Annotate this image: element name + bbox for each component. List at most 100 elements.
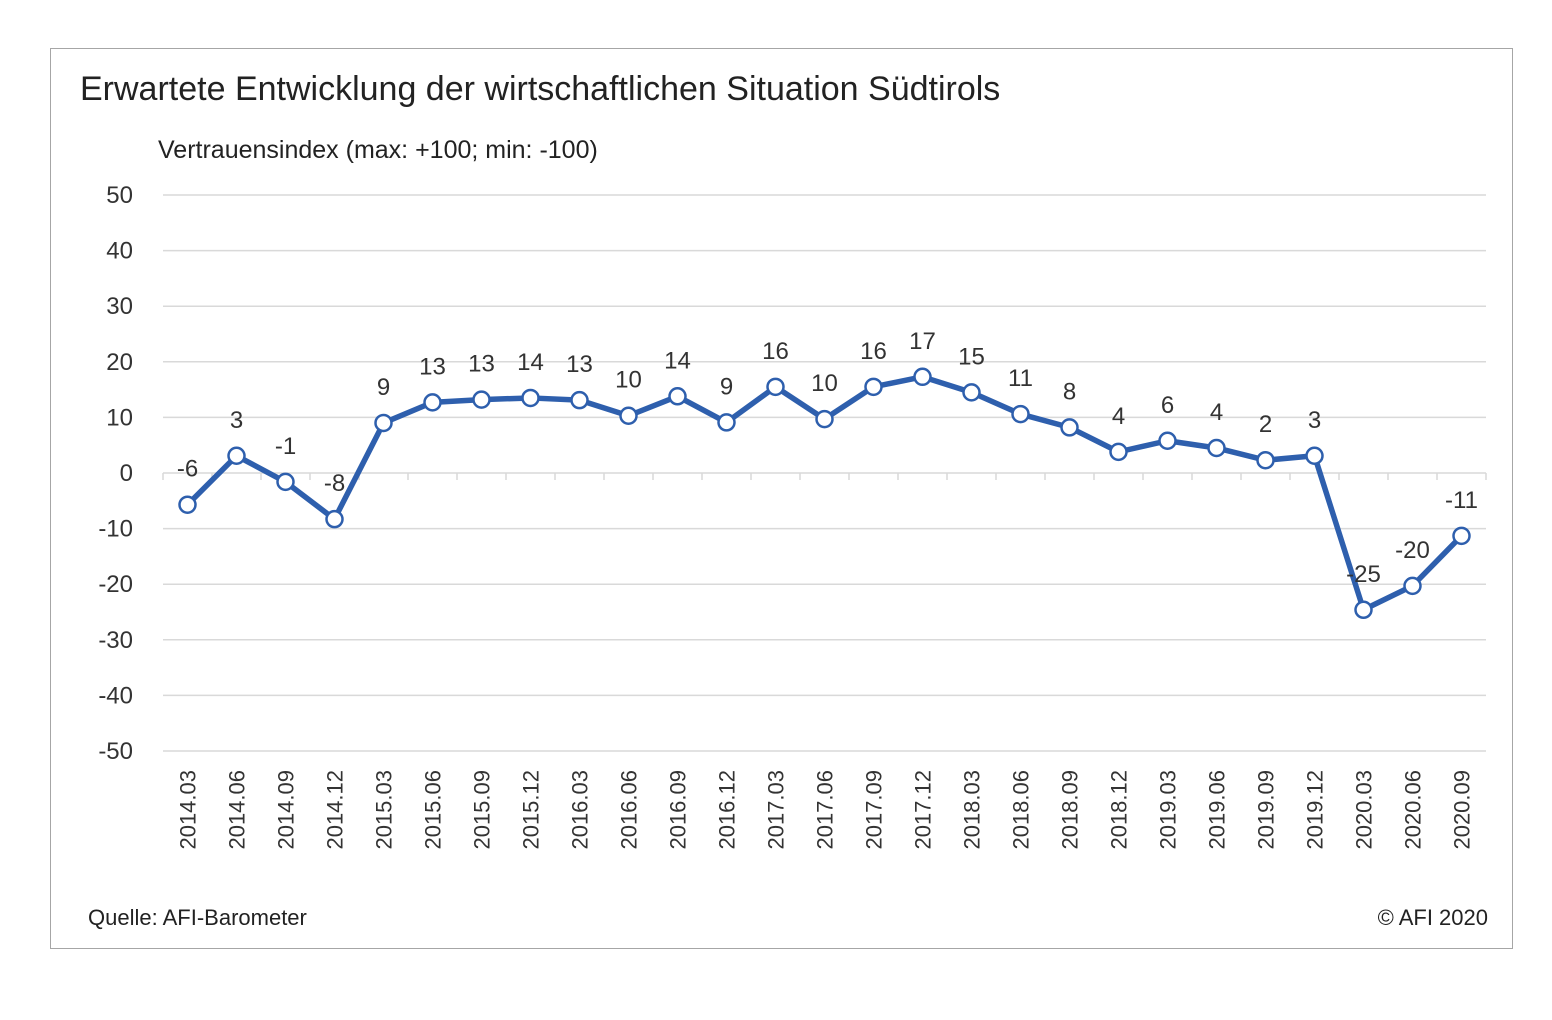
- data-label: 14: [517, 349, 544, 376]
- x-tick-label: 2020.03: [1352, 770, 1377, 850]
- data-point: [815, 409, 834, 429]
- data-point: [717, 413, 736, 432]
- data-point: [668, 387, 687, 406]
- y-tick-label: -30: [98, 627, 133, 654]
- data-label: 13: [419, 353, 446, 380]
- chart-title: Erwartete Entwicklung der wirtschaftlich…: [80, 70, 1001, 108]
- y-tick-label: -40: [98, 682, 133, 709]
- data-point: [325, 509, 344, 529]
- data-label: -25: [1346, 561, 1381, 588]
- data-point: [570, 390, 589, 410]
- y-tick-label: -10: [98, 516, 133, 543]
- x-tick-label: 2016.09: [666, 770, 691, 850]
- chart-subtitle: Vertrauensindex (max: +100; min: -100): [158, 136, 598, 164]
- data-label: -11: [1445, 487, 1478, 514]
- gridlines: [163, 194, 1486, 752]
- x-tick-label: 2015.03: [372, 770, 397, 850]
- data-point: [962, 383, 981, 402]
- x-tick-label: 2014.09: [274, 770, 299, 850]
- data-point: [1207, 438, 1226, 458]
- data-point: [374, 413, 393, 433]
- data-label: 10: [811, 370, 838, 397]
- x-axis-ticks: 2014.03 2014.06 2014.09 2014.12 2015.03 2015.…: [176, 770, 1475, 850]
- data-label: 9: [377, 374, 390, 401]
- x-tick-label: 2014.03: [176, 770, 201, 850]
- data-label: 6: [1161, 392, 1174, 419]
- x-tick-label: 2017.06: [813, 770, 838, 850]
- x-tick-label: 2020.09: [1450, 770, 1475, 850]
- x-tick-label: 2018.06: [1009, 770, 1034, 850]
- x-tick-label: 2015.09: [470, 770, 495, 850]
- data-point: [276, 472, 295, 492]
- data-label: 14: [664, 347, 691, 374]
- source-note: Quelle: AFI-Barometer: [88, 905, 307, 930]
- x-tick-label: 2014.12: [323, 770, 348, 850]
- data-point: [423, 393, 442, 412]
- x-tick-label: 2019.03: [1156, 770, 1181, 850]
- copyright-note: © AFI 2020: [1377, 905, 1488, 930]
- data-label: -1: [275, 433, 296, 460]
- x-tick-label: 2014.06: [225, 770, 250, 850]
- data-point: [1011, 404, 1030, 424]
- y-tick-label: 30: [106, 293, 133, 320]
- data-label: -20: [1395, 537, 1430, 564]
- data-points: [178, 367, 1471, 620]
- x-tick-label: 2017.12: [911, 770, 936, 850]
- data-point: [1256, 450, 1275, 470]
- data-point: [227, 446, 246, 466]
- data-point: [1354, 600, 1373, 620]
- x-tick-label: 2017.09: [862, 770, 887, 850]
- x-tick-label: 2019.09: [1254, 770, 1279, 850]
- data-point: [619, 406, 638, 425]
- data-point: [1109, 442, 1128, 462]
- y-tick-label: 20: [106, 349, 133, 376]
- x-tick-label: 2019.06: [1205, 770, 1230, 850]
- data-label: 16: [860, 338, 887, 365]
- data-label: 13: [468, 351, 495, 378]
- data-label: 4: [1210, 399, 1223, 426]
- chart-frame: [50, 48, 1513, 949]
- data-point: [178, 495, 197, 514]
- x-axis: [162, 472, 1487, 480]
- data-point: [1158, 431, 1177, 451]
- x-tick-label: 2020.06: [1401, 770, 1426, 850]
- x-tick-label: 2016.03: [568, 770, 593, 850]
- data-point: [472, 390, 491, 409]
- data-label: 13: [566, 351, 593, 378]
- data-label: 11: [1008, 365, 1033, 392]
- data-label: 2: [1259, 411, 1272, 438]
- y-tick-label: 0: [120, 460, 133, 487]
- data-label: 9: [720, 373, 733, 400]
- x-tick-label: 2015.12: [519, 770, 544, 850]
- y-tick-label: -50: [98, 738, 133, 765]
- data-point: [1452, 526, 1471, 546]
- data-label: 3: [230, 407, 243, 434]
- data-point: [1060, 418, 1079, 437]
- data-label: 17: [909, 328, 936, 355]
- x-tick-label: 2018.09: [1058, 770, 1083, 850]
- x-tick-label: 2015.06: [421, 770, 446, 850]
- data-label: -6: [177, 456, 198, 483]
- y-axis-ticks: 50 40 30 20 10 0 -10 -20 -30 -40 -50: [98, 182, 133, 765]
- data-point: [766, 377, 785, 397]
- data-point: [1305, 446, 1324, 466]
- y-tick-label: 40: [106, 238, 133, 265]
- x-tick-label: 2017.03: [764, 770, 789, 850]
- data-label: 3: [1308, 407, 1321, 434]
- data-point: [1403, 576, 1422, 596]
- x-tick-label: 2018.12: [1107, 770, 1132, 850]
- data-labels: -6 3 -1 -8 9 13 13 14 13 10 14 9 16 10 16 17 15 11 8 4 6 4 2 3 -…: [177, 328, 1478, 588]
- x-tick-label: 2019.12: [1303, 770, 1328, 850]
- data-point: [521, 388, 540, 408]
- data-label: 15: [958, 343, 985, 370]
- y-tick-label: -20: [98, 571, 133, 598]
- data-label: 4: [1112, 403, 1125, 430]
- data-point: [913, 367, 932, 387]
- x-tick-label: 2016.06: [617, 770, 642, 850]
- y-tick-label: 50: [106, 182, 133, 209]
- data-label: 10: [615, 367, 642, 394]
- x-tick-label: 2018.03: [960, 770, 985, 850]
- data-point: [864, 377, 883, 397]
- data-label: 8: [1063, 378, 1076, 405]
